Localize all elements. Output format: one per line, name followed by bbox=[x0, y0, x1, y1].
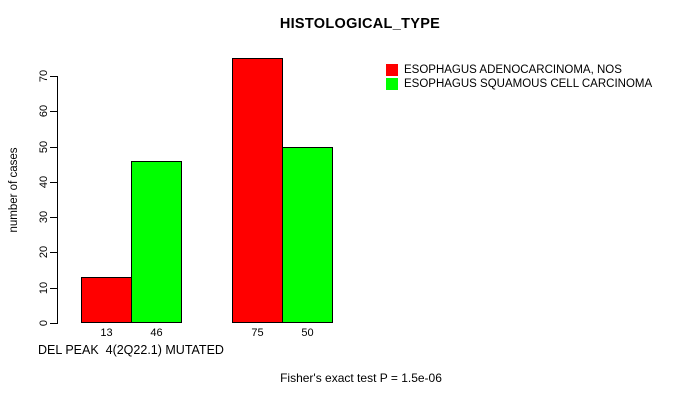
y-tick-mark bbox=[50, 76, 57, 77]
legend-item: ESOPHAGUS SQUAMOUS CELL CARCINOMA bbox=[386, 77, 652, 91]
y-tick-mark bbox=[50, 217, 57, 218]
y-tick-label: 20 bbox=[38, 245, 50, 259]
y-tick-label: 40 bbox=[38, 175, 50, 189]
legend-color-swatch bbox=[386, 78, 398, 90]
bar-value-label: 50 bbox=[301, 327, 314, 339]
y-tick-mark bbox=[50, 323, 57, 324]
legend-label: ESOPHAGUS SQUAMOUS CELL CARCINOMA bbox=[404, 78, 653, 90]
y-tick-mark bbox=[50, 252, 57, 253]
bar bbox=[81, 277, 132, 323]
y-tick-label: 0 bbox=[38, 319, 50, 327]
footnote-fisher-test: Fisher's exact test P = 1.5e-06 bbox=[280, 371, 442, 385]
bar-value-label: 46 bbox=[150, 327, 163, 339]
legend-color-swatch bbox=[386, 64, 398, 76]
bar bbox=[232, 58, 283, 323]
y-tick-mark bbox=[50, 182, 57, 183]
chart-title: HISTOLOGICAL_TYPE bbox=[279, 16, 441, 32]
y-axis-line bbox=[57, 76, 58, 324]
legend-label: ESOPHAGUS ADENOCARCINOMA, NOS bbox=[404, 64, 622, 76]
bar bbox=[131, 161, 182, 323]
y-tick-label: 50 bbox=[38, 140, 50, 154]
x-axis-label: DEL PEAK 4(2Q22.1) MUTATED bbox=[38, 343, 224, 357]
y-tick-mark bbox=[50, 288, 57, 289]
y-tick-label: 60 bbox=[38, 104, 50, 118]
y-tick-mark bbox=[50, 147, 57, 148]
y-tick-label: 70 bbox=[38, 69, 50, 83]
bar-value-label: 13 bbox=[100, 327, 113, 339]
legend-item: ESOPHAGUS ADENOCARCINOMA, NOS bbox=[386, 63, 652, 77]
y-axis-label: number of cases bbox=[8, 147, 20, 233]
bar bbox=[282, 147, 333, 323]
y-tick-label: 30 bbox=[38, 210, 50, 224]
bar-value-label: 75 bbox=[251, 327, 264, 339]
y-tick-label: 10 bbox=[38, 281, 50, 295]
y-tick-mark bbox=[50, 111, 57, 112]
legend: ESOPHAGUS ADENOCARCINOMA, NOS ESOPHAGUS S… bbox=[386, 63, 652, 91]
